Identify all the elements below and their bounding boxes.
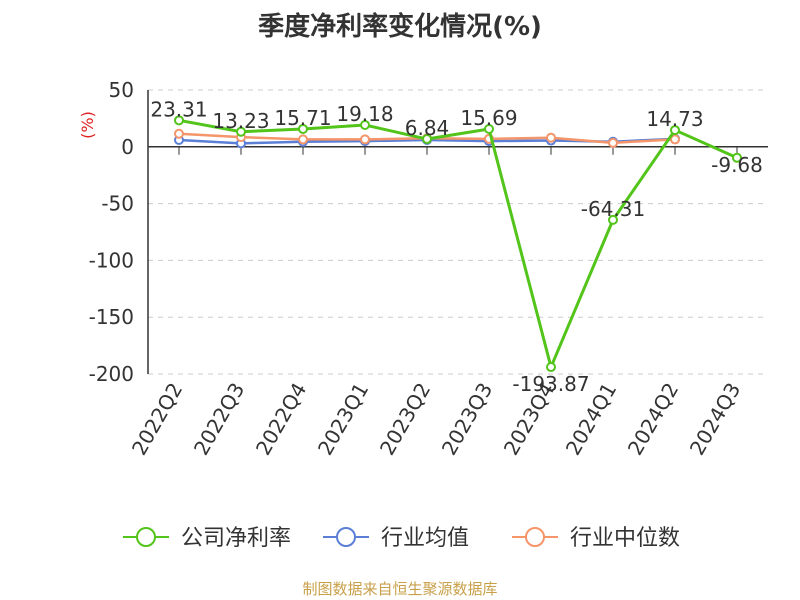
series-point: [174, 128, 184, 139]
series-point: [360, 120, 370, 131]
legend-item: 公司净利率: [123, 526, 291, 551]
x-tick-label: 2024Q3: [685, 379, 745, 460]
chart-title: 季度净利率变化情况(%): [258, 12, 542, 42]
data-label: -193.87: [512, 372, 589, 396]
y-tick-label: 50: [109, 78, 134, 102]
y-tick-label: -100: [89, 248, 134, 272]
series-point: [236, 126, 246, 137]
x-tick-label: 2023Q1: [313, 379, 373, 460]
legend-marker: [525, 527, 545, 547]
data-label: 14.73: [646, 107, 703, 131]
series-point: [298, 134, 308, 145]
series-point: [608, 137, 618, 148]
legend-label: 公司净利率: [181, 526, 291, 551]
y-tick-label: -150: [89, 305, 134, 329]
y-axis-label: (%): [78, 111, 97, 139]
series-point: [422, 134, 432, 145]
y-tick-label: 0: [121, 135, 134, 159]
series-layer: [174, 115, 742, 373]
series-point: [732, 152, 742, 163]
y-tick-label: -50: [101, 192, 134, 216]
x-tick-label: 2023Q2: [375, 379, 435, 460]
series-point: [484, 123, 494, 134]
data-label: 15.69: [460, 106, 517, 130]
data-label: 6.84: [405, 116, 450, 140]
legend: 公司净利率 行业均值 行业中位数: [123, 526, 680, 551]
data-label-layer: 23.31 13.23 15.71 19.18 6.84 15.69 -193.87 -64.…: [150, 97, 763, 396]
data-label: 13.23: [212, 109, 269, 133]
legend-marker: [336, 527, 356, 547]
x-tick-label: 2022Q2: [127, 379, 187, 460]
x-tick-label: 2024Q2: [623, 379, 683, 460]
data-label: -9.68: [711, 153, 763, 177]
legend-label: 行业均值: [381, 526, 469, 551]
data-label: 15.71: [274, 106, 331, 130]
x-tick-label: 2023Q3: [437, 379, 497, 460]
data-label: 19.18: [336, 102, 393, 126]
series-point: [608, 214, 618, 225]
y-tick-label: -200: [89, 362, 134, 386]
legend-item: 行业均值: [323, 526, 469, 551]
series-point: [546, 362, 556, 373]
data-label: -64.31: [581, 197, 645, 221]
x-tick-label: 2022Q3: [189, 379, 249, 460]
series-point: [298, 123, 308, 134]
legend-label: 行业中位数: [570, 526, 680, 551]
legend-item: 行业中位数: [512, 526, 680, 551]
data-label: 23.31: [150, 97, 207, 121]
legend-marker: [136, 527, 156, 547]
series-point: [546, 132, 556, 143]
series-line: [178, 118, 738, 369]
x-tick-label: 2022Q4: [251, 379, 311, 460]
series-point: [360, 134, 370, 145]
source-note: 制图数据来自恒生聚源数据库: [302, 580, 498, 598]
series-point: [174, 115, 184, 126]
series-point: [670, 134, 680, 145]
series-point: [670, 125, 680, 136]
